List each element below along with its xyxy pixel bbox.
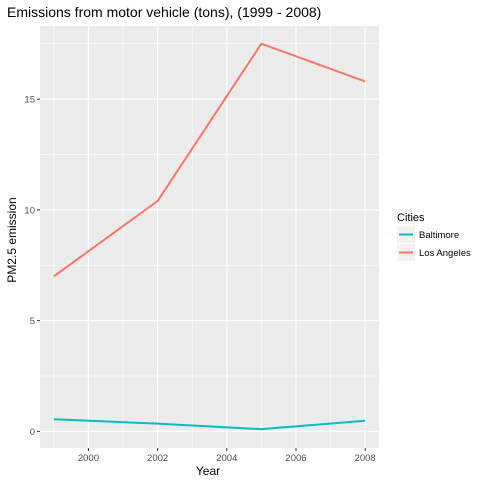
y-tick-label: 5 <box>30 316 35 327</box>
legend-title: Cities <box>397 212 425 224</box>
legend-label-los-angeles: Los Angeles <box>419 248 471 259</box>
x-tick-label: 2004 <box>216 453 237 464</box>
legend: Cities Baltimore Los Angeles <box>397 212 471 261</box>
y-tick-label: 0 <box>30 427 35 438</box>
x-tick-label: 2002 <box>147 453 168 464</box>
y-tick-label: 15 <box>24 95 35 106</box>
y-axis: 0 5 10 15 <box>24 95 40 438</box>
x-axis-label: Year <box>196 464 220 478</box>
plot-panel <box>40 26 379 448</box>
y-axis-label: PM2.5 emission <box>5 197 19 282</box>
legend-label-baltimore: Baltimore <box>419 230 459 241</box>
y-tick-label: 10 <box>24 205 35 216</box>
chart-title: Emissions from motor vehicle (tons), (19… <box>7 4 321 20</box>
x-tick-label: 2000 <box>78 453 99 464</box>
x-axis: 2000 2002 2004 2006 2008 <box>78 448 376 464</box>
x-tick-label: 2006 <box>285 453 306 464</box>
x-tick-label: 2008 <box>355 453 376 464</box>
